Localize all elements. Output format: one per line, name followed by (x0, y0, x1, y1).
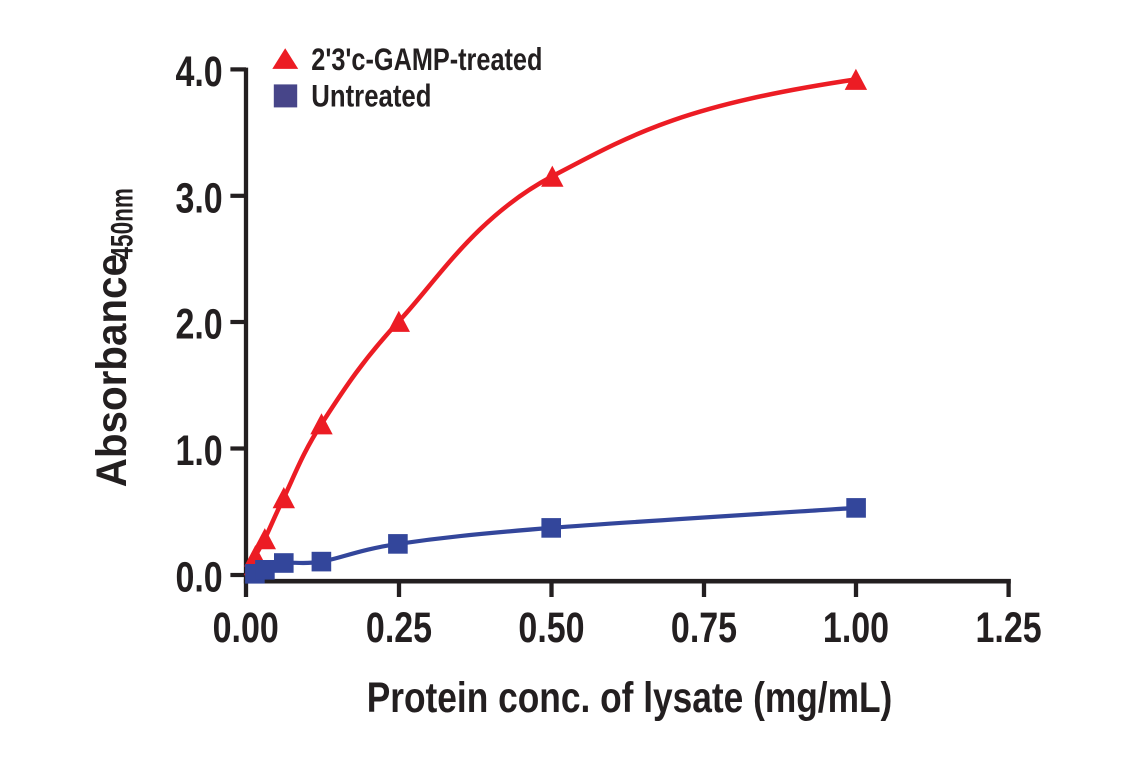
svg-text:Absorbance: Absorbance (87, 254, 135, 487)
svg-text:0.25: 0.25 (366, 605, 432, 652)
svg-text:0.00: 0.00 (213, 605, 279, 652)
svg-text:3.0: 3.0 (175, 175, 222, 222)
svg-text:1.00: 1.00 (823, 605, 889, 652)
svg-text:0.75: 0.75 (671, 605, 737, 652)
svg-text:2'3'c-GAMP-treated: 2'3'c-GAMP-treated (311, 43, 542, 78)
svg-text:450nm: 450nm (104, 188, 140, 259)
svg-text:Protein conc. of lysate (mg/mL: Protein conc. of lysate (mg/mL) (367, 674, 893, 722)
svg-text:Untreated: Untreated (311, 79, 431, 114)
svg-text:4.0: 4.0 (175, 48, 222, 95)
svg-text:1.25: 1.25 (976, 605, 1042, 652)
svg-text:0.0: 0.0 (175, 554, 222, 601)
svg-text:2.0: 2.0 (175, 301, 222, 348)
svg-text:1.0: 1.0 (175, 427, 222, 474)
svg-text:0.50: 0.50 (518, 605, 584, 652)
